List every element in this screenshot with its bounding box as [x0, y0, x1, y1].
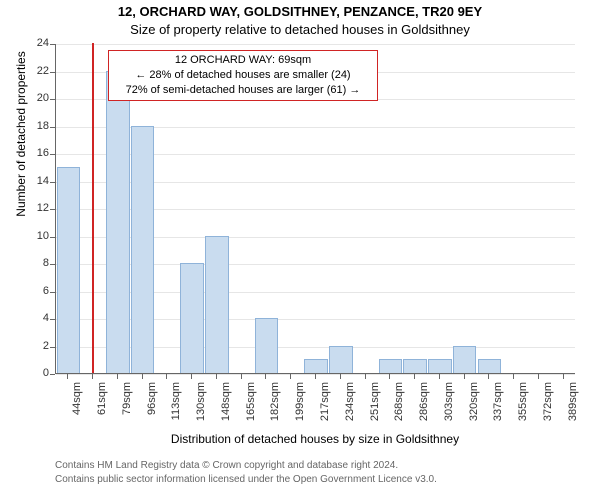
x-tick-label: 217sqm — [319, 382, 331, 442]
bar — [180, 263, 204, 373]
x-tick — [365, 374, 366, 379]
bar — [379, 359, 403, 373]
x-tick — [340, 374, 341, 379]
bar — [329, 346, 353, 374]
x-tick-label: 320sqm — [468, 382, 480, 442]
y-tick-label: 24 — [25, 37, 49, 49]
x-tick — [241, 374, 242, 379]
y-tick — [50, 209, 55, 210]
x-tick-label: 79sqm — [121, 382, 133, 442]
x-tick — [389, 374, 390, 379]
x-tick-label: 44sqm — [71, 382, 83, 442]
x-tick-label: 165sqm — [245, 382, 257, 442]
x-tick-label: 355sqm — [517, 382, 529, 442]
x-tick — [166, 374, 167, 379]
bar — [403, 359, 427, 373]
x-tick — [439, 374, 440, 379]
chart-title-line2: Size of property relative to detached ho… — [0, 22, 600, 37]
y-tick-label: 6 — [25, 285, 49, 297]
y-tick — [50, 347, 55, 348]
property-marker-line — [92, 43, 94, 373]
x-tick — [265, 374, 266, 379]
y-tick-label: 22 — [25, 65, 49, 77]
annotation-line3: 72% of semi-detached houses are larger (… — [113, 83, 373, 98]
x-tick-label: 303sqm — [443, 382, 455, 442]
x-tick — [92, 374, 93, 379]
y-tick — [50, 99, 55, 100]
footer-line1: Contains HM Land Registry data © Crown c… — [55, 460, 398, 471]
bar — [304, 359, 328, 373]
y-tick-label: 0 — [25, 367, 49, 379]
x-tick-label: 182sqm — [269, 382, 281, 442]
gridline-h — [56, 44, 575, 45]
x-tick — [488, 374, 489, 379]
x-tick-label: 389sqm — [567, 382, 579, 442]
bar — [106, 71, 130, 374]
annotation-line2: ← 28% of detached houses are smaller (24… — [113, 68, 373, 83]
x-tick-label: 286sqm — [418, 382, 430, 442]
x-tick-label: 199sqm — [294, 382, 306, 442]
bar — [428, 359, 452, 373]
x-tick — [117, 374, 118, 379]
annotation-line1: 12 ORCHARD WAY: 69sqm — [113, 53, 373, 68]
x-tick-label: 337sqm — [492, 382, 504, 442]
y-tick-label: 16 — [25, 147, 49, 159]
x-tick — [290, 374, 291, 379]
x-tick-label: 234sqm — [344, 382, 356, 442]
bar — [205, 236, 229, 374]
y-tick — [50, 154, 55, 155]
bar — [131, 126, 155, 374]
bar — [57, 167, 81, 373]
y-tick — [50, 264, 55, 265]
x-tick-label: 251sqm — [369, 382, 381, 442]
x-tick — [538, 374, 539, 379]
x-tick — [67, 374, 68, 379]
y-tick — [50, 127, 55, 128]
y-tick — [50, 182, 55, 183]
x-tick — [315, 374, 316, 379]
x-tick — [142, 374, 143, 379]
x-tick-label: 148sqm — [220, 382, 232, 442]
x-tick — [191, 374, 192, 379]
x-tick-label: 372sqm — [542, 382, 554, 442]
x-tick-label: 113sqm — [170, 382, 182, 442]
x-tick — [414, 374, 415, 379]
y-tick — [50, 319, 55, 320]
x-tick-label: 96sqm — [146, 382, 158, 442]
y-tick — [50, 72, 55, 73]
x-tick — [216, 374, 217, 379]
x-tick-label: 130sqm — [195, 382, 207, 442]
y-tick — [50, 374, 55, 375]
x-tick — [563, 374, 564, 379]
y-tick-label: 12 — [25, 202, 49, 214]
x-tick-label: 268sqm — [393, 382, 405, 442]
chart-title-line1: 12, ORCHARD WAY, GOLDSITHNEY, PENZANCE, … — [0, 4, 600, 19]
y-tick-label: 4 — [25, 312, 49, 324]
y-tick-label: 18 — [25, 120, 49, 132]
annotation-box: 12 ORCHARD WAY: 69sqm← 28% of detached h… — [108, 50, 378, 101]
plot-area: 12 ORCHARD WAY: 69sqm← 28% of detached h… — [55, 44, 575, 374]
footer-line2: Contains public sector information licen… — [55, 474, 437, 485]
bar — [478, 359, 502, 373]
y-tick — [50, 237, 55, 238]
x-tick — [464, 374, 465, 379]
y-tick-label: 2 — [25, 340, 49, 352]
y-tick — [50, 292, 55, 293]
y-tick — [50, 44, 55, 45]
x-tick — [513, 374, 514, 379]
x-tick-label: 61sqm — [96, 382, 108, 442]
y-tick-label: 8 — [25, 257, 49, 269]
bar — [453, 346, 477, 374]
y-tick-label: 10 — [25, 230, 49, 242]
y-tick-label: 14 — [25, 175, 49, 187]
y-tick-label: 20 — [25, 92, 49, 104]
bar — [255, 318, 279, 373]
